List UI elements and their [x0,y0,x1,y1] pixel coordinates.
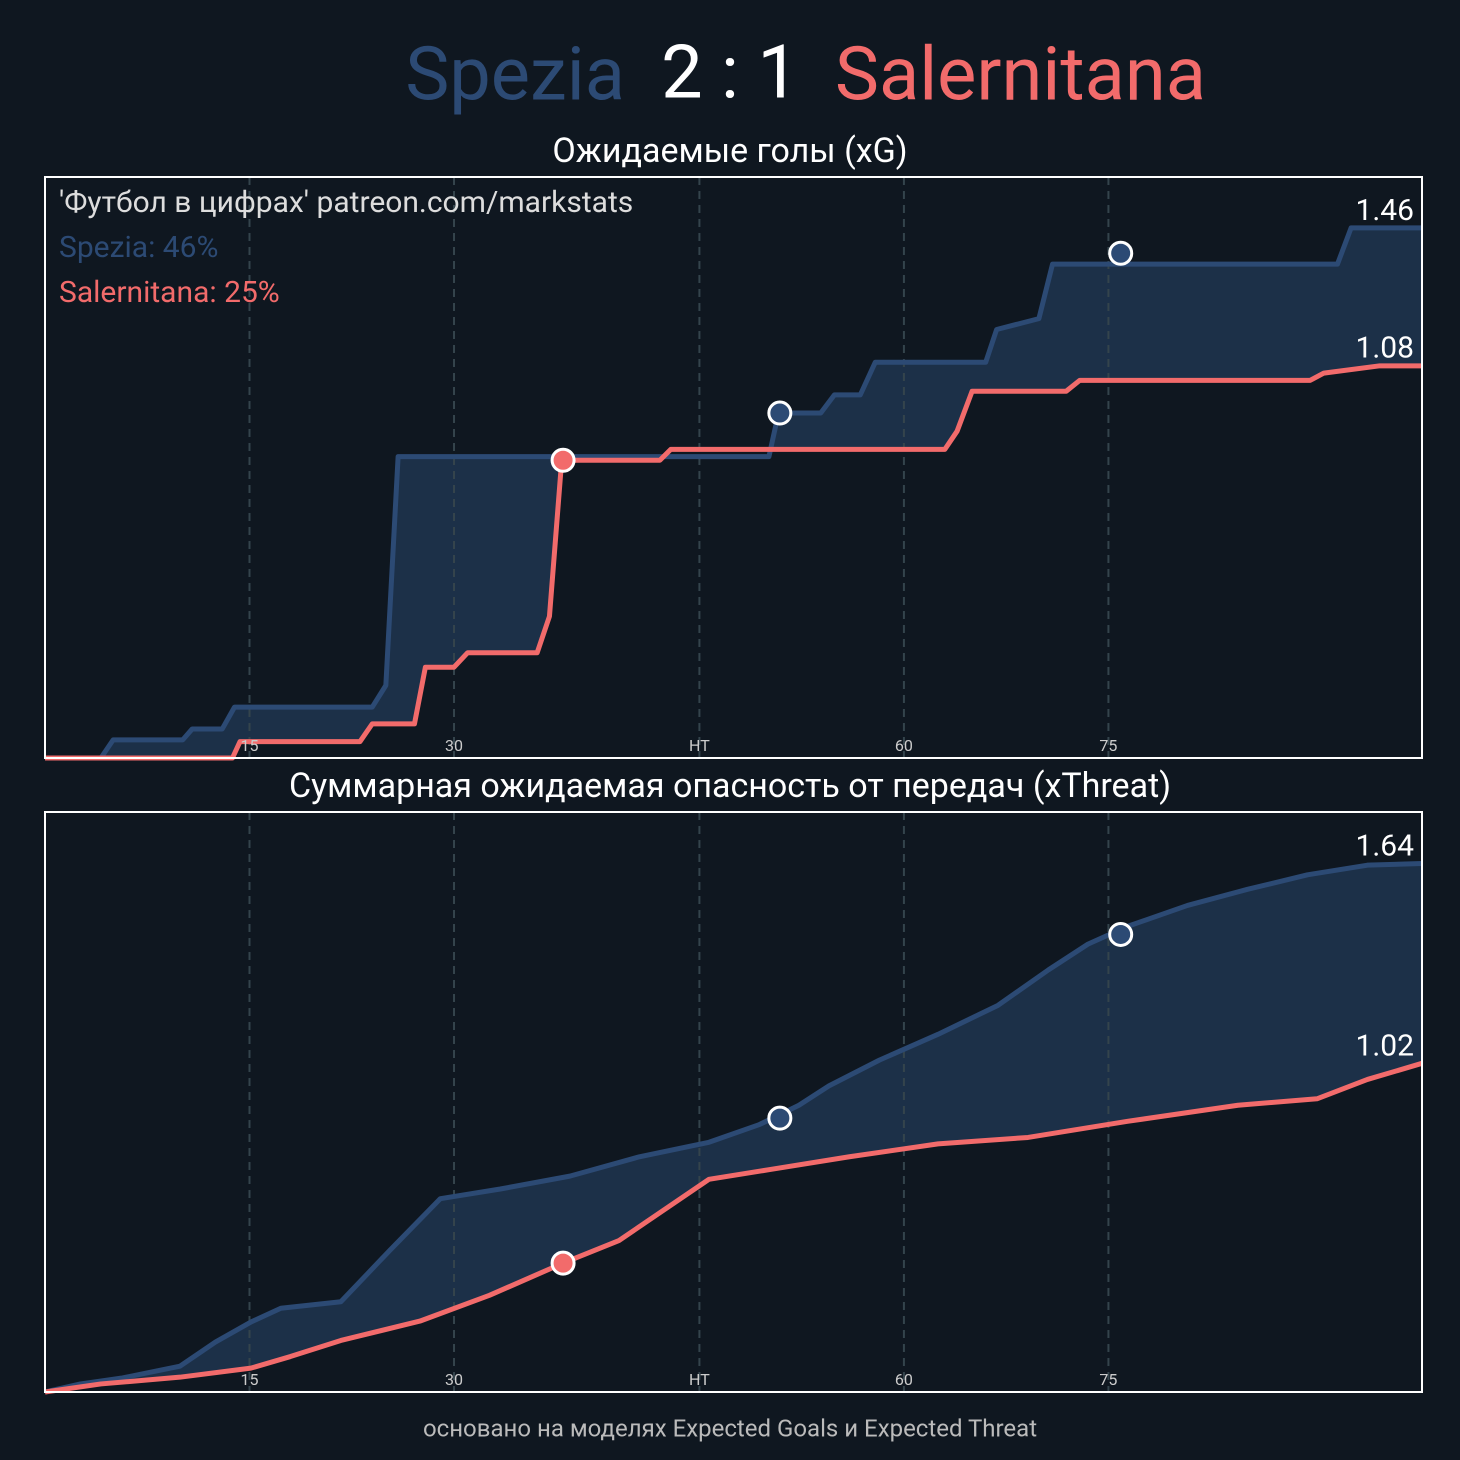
goal-marker [550,1250,576,1276]
goal-marker [767,400,793,426]
x-tick-label: 30 [445,736,463,755]
x-tick-label: HT [689,1370,710,1389]
panel-title: Суммарная ожидаемая опасность от передач… [289,766,1171,806]
x-tick-label: 60 [895,1370,913,1389]
end-value-label: 1.02 [1356,1028,1415,1063]
away-team: Salernitana [835,32,1206,119]
annotation: 'Футбол в цифрах' patreon.com/markstats [59,185,633,220]
series-line [44,1060,1423,1395]
area-fill [45,365,1422,758]
plot-frame [44,176,1423,759]
home-team: Spezia [405,32,625,119]
goal-marker [1108,240,1134,266]
goal-marker [1108,921,1134,947]
area-fill [45,1063,1422,1392]
footer: основано на моделях Expected Goals и Exp… [423,1414,1037,1442]
x-tick-label: 60 [895,736,913,755]
end-value-label: 1.08 [1356,331,1415,366]
x-tick-label: HT [689,736,710,755]
x-tick-label: 75 [1099,1370,1117,1389]
plot-frame [44,811,1423,1393]
panel-title: Ожидаемые голы (xG) [552,131,907,171]
end-value-label: 1.64 [1356,828,1415,863]
x-tick-label: 15 [241,1370,259,1389]
annotation: Spezia: 46% [59,230,218,265]
annotation: Salernitana: 25% [59,275,280,310]
series-line [44,861,1423,1395]
x-tick-label: 15 [241,736,259,755]
x-tick-label: 30 [445,1370,463,1389]
score: 2 : 1 [661,30,799,117]
x-tick-label: 75 [1099,736,1117,755]
end-value-label: 1.46 [1356,193,1415,228]
goal-marker [550,447,576,473]
goal-marker [767,1105,793,1131]
